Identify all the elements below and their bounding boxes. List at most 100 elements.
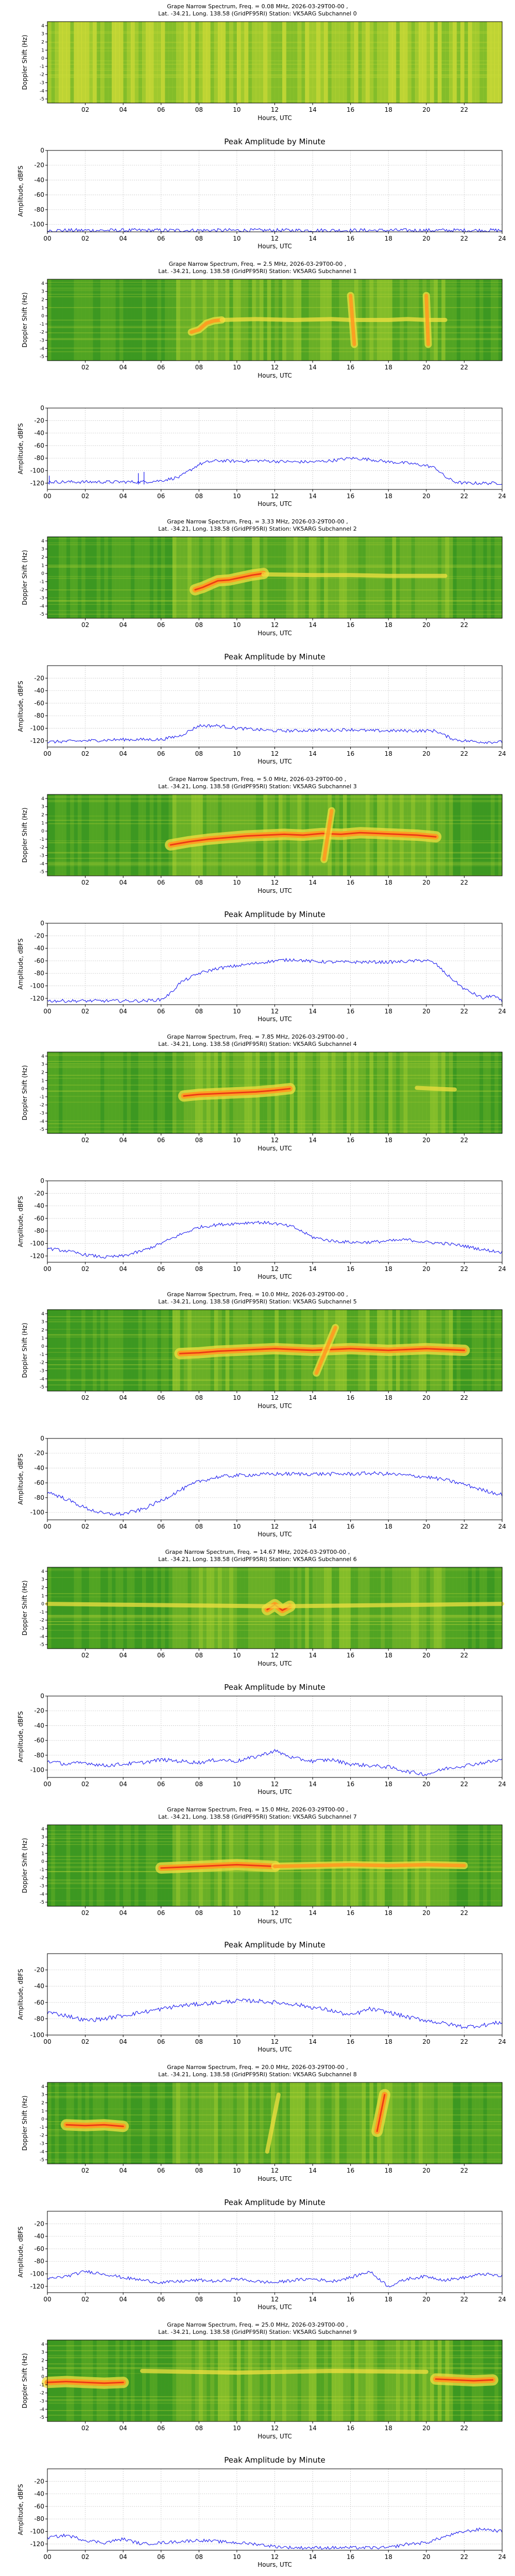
x-tick-label: 02 [81,2167,89,2174]
spectrogram-title: Grape Narrow Spectrum, Freq. = 3.33 MHz,… [167,518,348,525]
y-tick-label: -2 [40,2391,44,2396]
amplitude-title: Peak Amplitude by Minute [224,2455,325,2465]
y-tick-label: -5 [40,97,44,102]
y-tick-label: 0 [41,571,44,577]
y-tick-label: -5 [40,612,44,617]
x-tick-label: 04 [119,1781,127,1788]
y-axis-label: Doppler Shift (Hz) [21,292,28,347]
amplitude-series-line [47,1749,503,1776]
y-tick-label: 4 [41,1054,44,1059]
x-tick-label: 08 [195,879,203,886]
y-tick-label: 2 [41,1586,44,1591]
x-tick-label: 02 [81,493,89,500]
spectrogram-canvas [47,794,503,876]
x-tick-label: 08 [195,493,203,500]
y-tick-label: 1 [41,2366,44,2371]
x-tick-label: 10 [233,1137,241,1144]
x-tick-label: 14 [308,1008,316,1015]
spectrogram-trace-halo [261,572,448,578]
x-tick-label: 00 [43,2038,51,2045]
y-tick-label: 3 [41,1062,44,1067]
y-tick-label: -100 [30,1767,44,1774]
y-tick-label: -100 [30,2528,44,2535]
x-tick-label: 00 [43,2296,51,2303]
x-tick-label: 20 [422,1265,430,1273]
plot-frame [47,2468,503,2551]
x-tick-label: 20 [422,1652,430,1659]
x-tick-label: 04 [119,2425,127,2432]
x-tick-label: 02 [81,2553,89,2561]
spectrogram-subtitle: Lat. -34.21, Long. 138.58 (GridPF95RI) S… [158,2071,356,2078]
x-tick-label: 06 [157,235,165,242]
y-tick-label: -40 [34,2233,44,2240]
y-tick-label: 3 [41,1578,44,1583]
y-axis-label: Doppler Shift (Hz) [21,1065,28,1120]
x-tick-label: 14 [308,621,316,629]
x-tick-label: 10 [233,1394,241,1401]
x-tick-label: 22 [460,879,468,886]
y-tick-label: 0 [40,1177,44,1184]
x-tick-label: 06 [157,2167,165,2174]
amplitude-panel-2: Peak Amplitude by Minute -20 -40 -60 -80 -100… [17,652,506,765]
y-axis-label: Doppler Shift (Hz) [21,1838,28,1893]
plot-frame [47,408,503,490]
y-tick-label: -5 [40,870,44,875]
y-tick-label: -60 [34,700,44,707]
y-tick-label: -1 [40,1095,44,1100]
y-tick-label: -80 [34,1227,44,1234]
spectrogram-trace-core [322,809,334,861]
x-tick-label: 12 [271,1137,279,1144]
y-tick-label: 1 [41,1594,44,1599]
y-tick-label: 1 [41,1336,44,1341]
x-tick-label: 10 [233,235,241,242]
x-axis-label: Hours, UTC [258,1531,292,1538]
y-tick-label: -20 [34,932,44,939]
x-tick-label: 14 [308,2296,316,2303]
y-axis-label: Amplitude, dBFS [17,681,24,732]
amplitude-series-line [47,456,503,485]
y-tick-label: -3 [40,596,44,601]
y-tick-label: -80 [34,712,44,719]
y-axis-label: Amplitude, dBFS [17,1711,24,1762]
x-tick-label: 14 [308,106,316,113]
x-tick-label: 20 [422,2296,430,2303]
x-tick-label: 20 [422,1137,430,1144]
x-tick-label: 02 [81,364,89,371]
x-tick-label: 04 [119,1265,127,1273]
y-tick-label: -60 [34,1479,44,1486]
y-tick-label: -40 [34,687,44,694]
y-tick-label: -80 [34,206,44,213]
x-tick-label: 12 [271,621,279,629]
x-axis-label: Hours, UTC [258,1788,292,1795]
x-tick-label: 24 [498,2038,506,2045]
spectrogram-canvas [47,22,503,103]
x-tick-label: 08 [195,106,203,113]
spectrogram-canvas [47,537,503,619]
x-tick-label: 20 [422,750,430,757]
spectrogram-trace-peak [46,2381,124,2384]
x-tick-label: 18 [385,1909,392,1917]
x-tick-label: 04 [119,364,127,371]
x-tick-label: 22 [460,1652,468,1659]
x-tick-label: 22 [460,1394,468,1401]
plot-frame [47,150,503,232]
x-tick-label: 02 [81,621,89,629]
x-tick-label: 24 [498,2553,506,2561]
y-tick-label: -2 [40,2133,44,2139]
y-tick-label: 2 [41,813,44,818]
y-tick-label: 1 [41,2109,44,2114]
x-tick-label: 06 [157,1265,165,1273]
x-tick-label: 14 [308,2425,316,2432]
amplitude-panel-5: 0 -20 -40 -60 -80 -100 00 02 04 06 08 10 12 14 16 18 20 2… [17,1435,506,1538]
plot-frame [47,1696,503,1778]
y-tick-label: -20 [34,417,44,424]
x-tick-label: 16 [347,493,354,500]
x-tick-label: 08 [195,2296,203,2303]
x-tick-label: 10 [233,1523,241,1530]
x-tick-label: 18 [385,2038,392,2045]
x-tick-label: 12 [271,1781,279,1788]
spectrogram-subtitle: Lat. -34.21, Long. 138.58 (GridPF95RI) S… [158,1298,356,1305]
x-tick-label: 04 [119,2296,127,2303]
x-tick-label: 10 [233,1781,241,1788]
x-tick-label: 06 [157,1523,165,1530]
